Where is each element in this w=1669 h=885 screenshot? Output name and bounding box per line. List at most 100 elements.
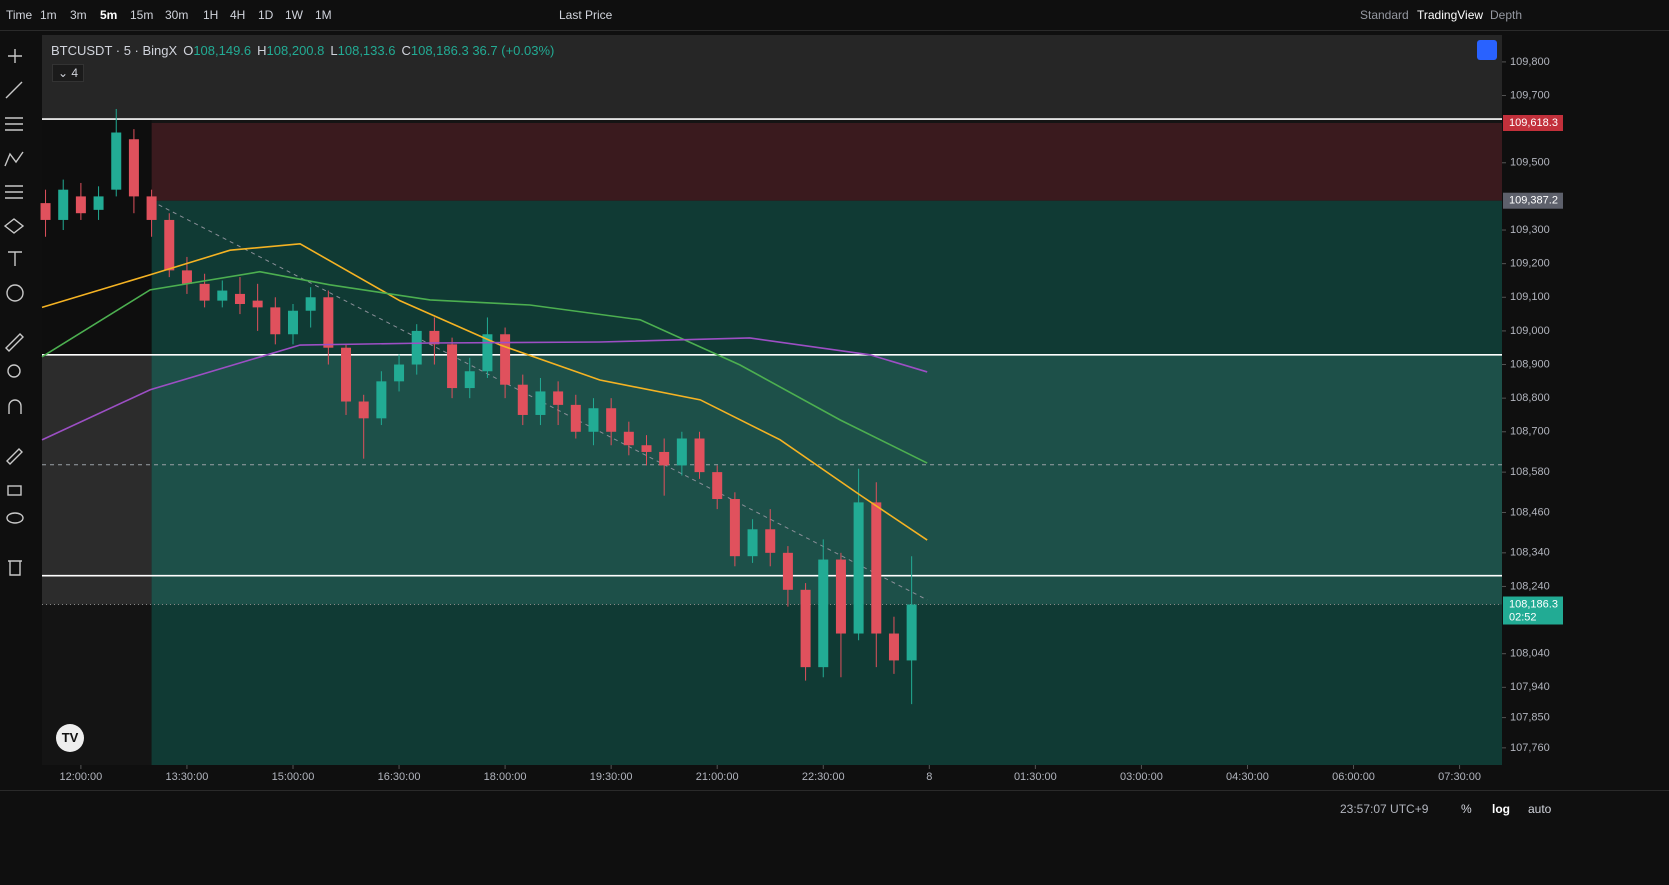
interval-button[interactable]: 15m	[130, 8, 154, 22]
candle-body	[252, 300, 263, 308]
emoji-icon[interactable]	[6, 284, 24, 302]
shape-icon[interactable]	[3, 218, 25, 234]
scale-button[interactable]: log	[1492, 802, 1510, 816]
y-tick-label: 108,460	[1510, 506, 1550, 518]
ohlc-value: 108,186.3	[410, 43, 469, 58]
x-tick-label: 8	[926, 771, 932, 783]
ohlc-value: 108,133.6	[337, 43, 396, 58]
pencil-icon[interactable]	[6, 448, 23, 465]
candle-body	[535, 391, 546, 415]
candle-body	[641, 445, 652, 452]
indicator-count: 4	[71, 66, 79, 80]
y-tick-label: 109,500	[1510, 157, 1550, 169]
candle-body	[358, 401, 369, 419]
time-axis	[0, 765, 1502, 790]
trash-icon[interactable]	[8, 560, 22, 576]
candle-body	[270, 307, 281, 335]
y-tick-label: 109,200	[1510, 258, 1550, 270]
pattern-icon[interactable]	[4, 151, 24, 167]
candle-body	[93, 196, 104, 210]
moving-average	[41, 270, 928, 464]
fib-icon[interactable]	[5, 117, 23, 131]
candle-body	[853, 502, 864, 634]
magnet-icon[interactable]	[8, 399, 22, 414]
eye-icon[interactable]	[6, 512, 24, 524]
x-tick-label: 21:00:00	[696, 771, 739, 783]
symbol[interactable]: BTCUSDT · 5 · BingX	[51, 43, 178, 58]
scale-button[interactable]: %	[1461, 802, 1472, 816]
y-tick-label: 107,760	[1510, 742, 1550, 754]
candle-body	[164, 219, 175, 271]
price-source[interactable]: Last Price	[559, 8, 613, 22]
interval-button[interactable]: 1m	[40, 8, 57, 22]
ohlc-key: C	[401, 43, 411, 58]
candle-body	[287, 310, 298, 335]
scale-button[interactable]: auto	[1528, 802, 1552, 816]
candle-body	[376, 381, 387, 419]
candle-body	[146, 196, 157, 220]
trendline-icon[interactable]	[5, 81, 23, 99]
interval-button[interactable]: 3m	[70, 8, 87, 22]
candle-body	[694, 438, 705, 473]
moving-average	[41, 337, 928, 441]
y-tick-label: 109,800	[1510, 56, 1550, 68]
candle-body	[75, 196, 86, 214]
text-icon[interactable]	[8, 251, 22, 266]
candle-body	[765, 529, 776, 553]
x-tick-label: 03:00:00	[1120, 771, 1163, 783]
y-tick-label: 107,850	[1510, 711, 1550, 723]
price-label-box	[1503, 596, 1563, 625]
candle-body	[58, 189, 69, 220]
candle-body	[464, 371, 475, 389]
interval-button[interactable]: 30m	[165, 8, 189, 22]
interval-button[interactable]: 5m	[100, 8, 118, 22]
mode-button[interactable]: TradingView	[1417, 8, 1484, 22]
sync-button[interactable]	[1477, 40, 1497, 60]
x-tick-label: 15:00:00	[272, 771, 315, 783]
interval-button[interactable]: 1H	[203, 8, 219, 22]
candle-body	[553, 391, 564, 405]
interval-button[interactable]: 1W	[285, 8, 303, 22]
y-tick-label: 109,700	[1510, 89, 1550, 101]
price-label: 109,618.3	[1509, 117, 1558, 129]
ohlc-value: 108,200.8	[266, 43, 325, 58]
drawing-toolbar	[3, 49, 25, 576]
candle-body	[305, 297, 316, 311]
x-tick-label: 19:30:00	[590, 771, 633, 783]
lock-icon[interactable]	[7, 485, 22, 496]
x-tick-label: 12:00:00	[59, 771, 102, 783]
interval-button[interactable]: 4H	[230, 8, 246, 22]
ruler-icon[interactable]	[5, 333, 24, 352]
price-label: 108,186.3	[1509, 598, 1558, 610]
time-label: Time	[6, 8, 33, 22]
y-tick-label: 108,800	[1510, 392, 1550, 404]
gann-icon[interactable]	[5, 185, 23, 199]
footer-divider	[0, 790, 1669, 791]
interval-button[interactable]: 1M	[315, 8, 332, 22]
candle-body	[729, 499, 740, 557]
candle-body	[217, 290, 228, 301]
candle-body	[570, 404, 581, 432]
zoom-icon[interactable]	[7, 364, 21, 378]
y-tick-label: 108,340	[1510, 547, 1550, 559]
x-tick-label: 07:30:00	[1438, 771, 1481, 783]
ohlc-value: 108,149.6	[193, 43, 252, 58]
indicator-toggle[interactable]: ⌄ 4	[52, 64, 85, 82]
candle-body	[199, 283, 210, 301]
x-tick-label: 18:00:00	[484, 771, 527, 783]
tv-logo[interactable]: TV	[56, 724, 84, 752]
candle-body	[588, 408, 599, 432]
interval-button[interactable]: 1D	[258, 8, 274, 22]
y-tick-label: 108,240	[1510, 580, 1550, 592]
mode-button[interactable]: Depth	[1490, 8, 1523, 22]
candle-body	[517, 384, 528, 415]
candle-body	[888, 633, 899, 661]
y-tick-label: 107,940	[1510, 681, 1550, 693]
candle-body	[323, 297, 334, 348]
candle-body	[411, 330, 422, 365]
candle-body	[606, 408, 617, 432]
mode-button[interactable]: Standard	[1360, 8, 1409, 22]
crosshair-icon[interactable]	[8, 49, 22, 63]
